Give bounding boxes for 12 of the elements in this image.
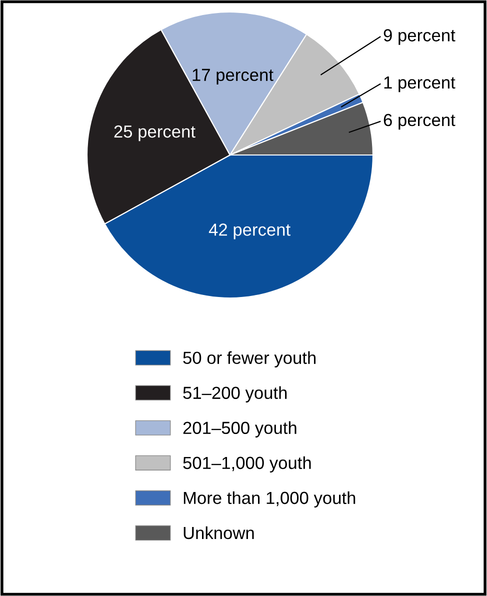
legend-label: 50 or fewer youth — [183, 351, 316, 368]
data-label: 25 percent — [114, 125, 196, 142]
legend-label: Unknown — [184, 526, 254, 540]
legend-label: 201–500 youth — [183, 421, 296, 438]
data-label: 17 percent — [192, 68, 274, 84]
data-label: 42 percent — [208, 224, 290, 240]
legend-label: More than 1,000 youth — [184, 491, 356, 508]
legend-label: 501–1,000 youth — [183, 456, 311, 472]
data-label: 9 percent — [384, 29, 456, 45]
data-label: 1 percent — [384, 76, 456, 92]
legend-label: 51–200 youth — [183, 386, 287, 402]
data-label: 6 percent — [384, 114, 456, 130]
